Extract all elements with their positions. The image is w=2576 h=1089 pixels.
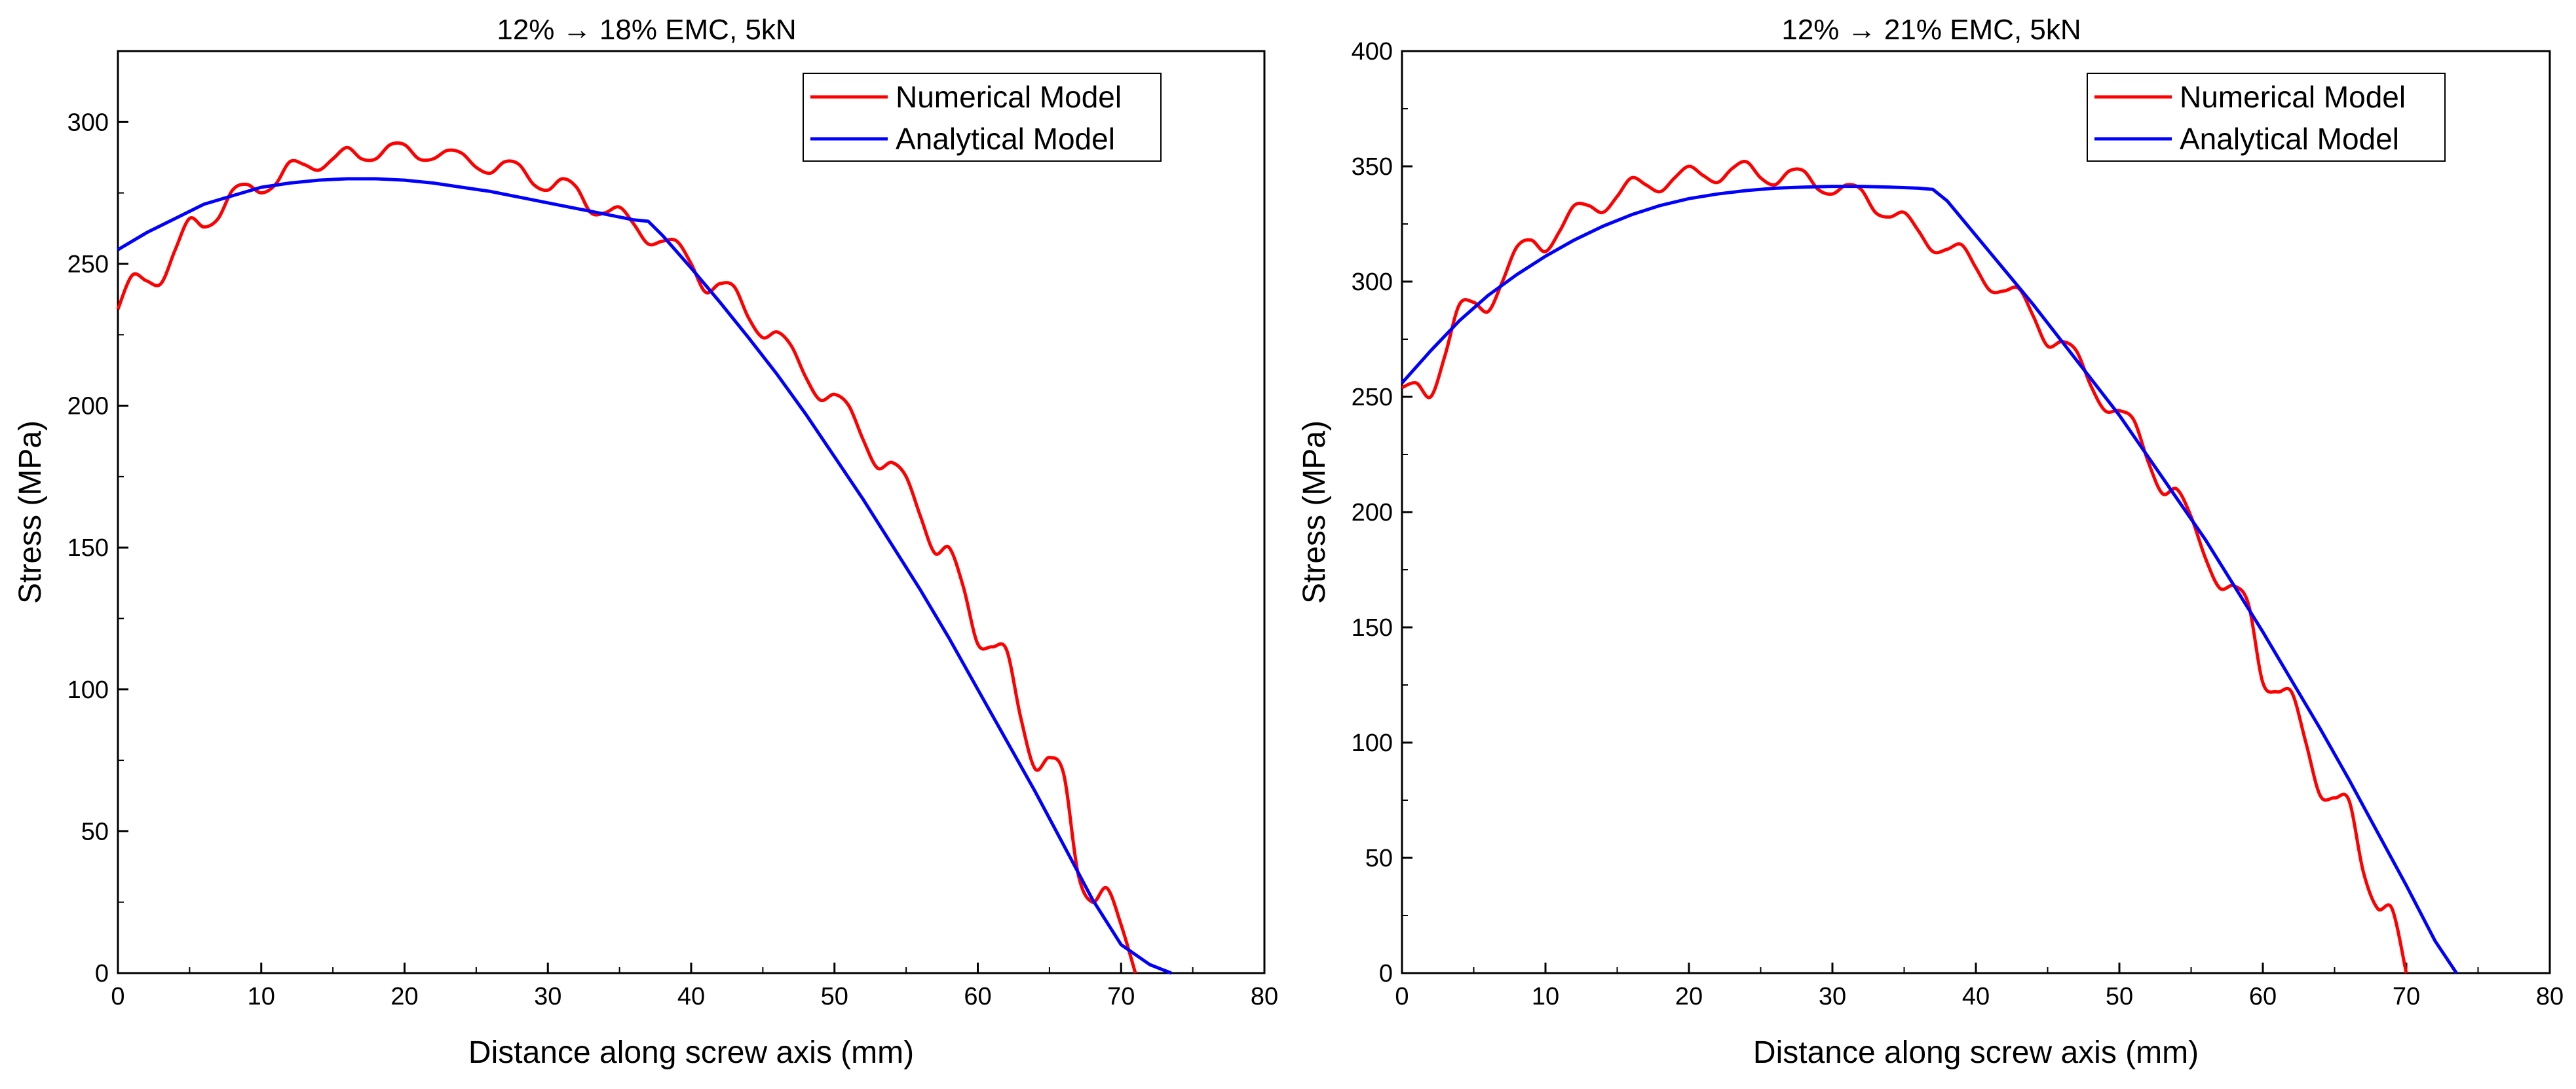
- chart-left-x-tick-label: 0: [111, 983, 124, 1010]
- chart-right-x-axis-label: Distance along screw axis (mm): [1753, 1035, 2199, 1070]
- chart-left-x-tick-label: 10: [248, 983, 275, 1010]
- chart-left-y-tick-label: 100: [67, 676, 109, 704]
- chart-left-y-tick-label: 0: [95, 960, 109, 987]
- chart-right-y-tick-label: 50: [1365, 845, 1393, 872]
- chart-right-legend-label-analytical: Analytical Model: [2180, 122, 2399, 156]
- chart-right-legend: Numerical Model Analytical Model: [2087, 73, 2446, 162]
- chart-left-plot-frame: [117, 50, 1266, 974]
- chart-left-x-tick-label: 30: [534, 983, 561, 1010]
- chart-left-x-axis-label: Distance along screw axis (mm): [468, 1035, 914, 1070]
- chart-right-x-tick-label: 50: [2106, 983, 2133, 1010]
- chart-left-legend-box: [803, 73, 1162, 162]
- chart-left-legend-label-numerical: Numerical Model: [896, 80, 1122, 114]
- chart-left-x-tick-label: 40: [677, 983, 705, 1010]
- chart-right-x-tick-label: 60: [2249, 983, 2277, 1010]
- chart-right-legend-label-numerical: Numerical Model: [2180, 80, 2406, 114]
- chart-right-title: 12% → 21% EMC, 5kN: [1781, 14, 2081, 46]
- chart-right-x-tick-label: 10: [1532, 983, 1559, 1010]
- chart-right-y-tick-label: 350: [1352, 153, 1393, 181]
- chart-left-x-tick-label: 70: [1107, 983, 1135, 1010]
- chart-right-x-tick-label: 30: [1819, 983, 1846, 1010]
- chart-right-y-tick-label: 0: [1379, 960, 1393, 987]
- chart-left-y-tick-label: 250: [67, 251, 109, 278]
- chart-left-series-analytical-line: [117, 177, 1172, 975]
- chart-right-x-tick-label: 0: [1395, 983, 1409, 1010]
- chart-left-x-tick-label: 80: [1251, 983, 1278, 1010]
- chart-right-x-tick-label: 40: [1962, 983, 1990, 1010]
- chart-left-series: [116, 141, 1172, 975]
- chart-right-y-tick-label: 200: [1352, 499, 1393, 526]
- chart-left: 12% → 18% EMC, 5kN 0 10 20 30 40 50 60 70 80 0 50…: [13, 14, 1278, 1070]
- chart-left-x-tick-label: 20: [390, 983, 418, 1010]
- chart-right-y-tick-label: 150: [1352, 614, 1393, 642]
- chart-right-series-numerical-line: [1401, 160, 2408, 974]
- chart-right-legend-box: [2087, 73, 2446, 162]
- chart-right-x-tick-label: 20: [1675, 983, 1703, 1010]
- chart-left-x-tick-label: 60: [964, 983, 991, 1010]
- chart-left-x-axis: 0 10 20 30 40 50 60 70 80: [111, 963, 1278, 1010]
- chart-right-y-tick-label: 300: [1352, 268, 1393, 296]
- chart-right-x-tick-label: 70: [2393, 983, 2420, 1010]
- chart-left-legend: Numerical Model Analytical Model: [803, 73, 1162, 162]
- chart-right-y-axis: 0 50 100 150 200 250 300 350 400: [1352, 38, 1412, 987]
- chart-right-y-tick-label: 100: [1352, 729, 1393, 757]
- chart-left-title: 12% → 18% EMC, 5kN: [497, 14, 796, 46]
- chart-left-x-tick-label: 50: [821, 983, 848, 1010]
- chart-right-series: [1401, 160, 2458, 974]
- chart-right-x-tick-label: 80: [2536, 983, 2564, 1010]
- chart-right-y-axis-label: Stress (MPa): [1297, 420, 1332, 604]
- chart-left-y-tick-label: 150: [67, 534, 109, 562]
- chart-left-legend-label-analytical: Analytical Model: [896, 122, 1115, 156]
- chart-right-x-axis: 0 10 20 30 40 50 60 70 80: [1395, 963, 2564, 1010]
- chart-left-y-tick-label: 50: [81, 818, 109, 845]
- chart-right-y-tick-label: 400: [1352, 38, 1393, 65]
- chart-right-series-analytical-line: [1401, 185, 2458, 974]
- chart-left-y-axis-label: Stress (MPa): [13, 420, 48, 604]
- chart-left-y-axis: 0 50 100 150 200 250 300: [67, 50, 128, 987]
- chart-right: 12% → 21% EMC, 5kN 0 10 20 30 40 50 60 70 80 0 50…: [1297, 14, 2564, 1070]
- chart-left-y-tick-label: 300: [67, 109, 109, 136]
- chart-left-series-numerical-line: [116, 141, 1137, 974]
- chart-left-y-tick-label: 200: [67, 393, 109, 420]
- chart-right-y-tick-label: 250: [1352, 384, 1393, 411]
